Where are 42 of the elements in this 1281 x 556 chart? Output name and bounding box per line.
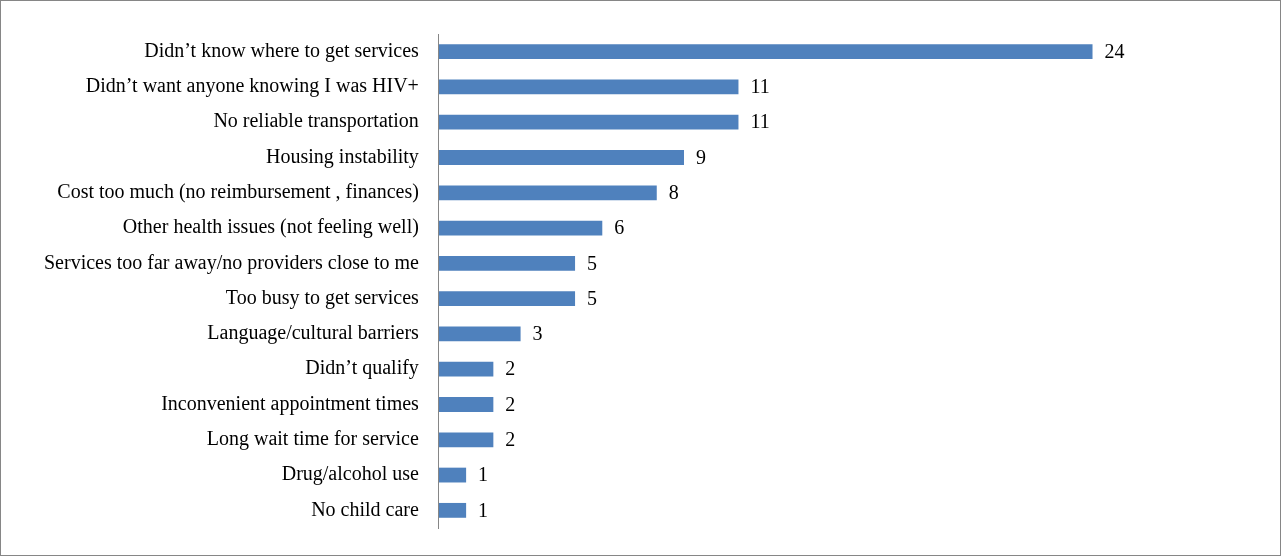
y-tick-label: No reliable transportation — [213, 109, 419, 133]
bar — [438, 44, 1093, 60]
bar — [438, 114, 739, 130]
bar — [438, 220, 603, 236]
data-label: 9 — [696, 145, 706, 168]
data-label: 11 — [750, 110, 770, 133]
bar — [438, 361, 494, 377]
y-tick-label: No child care — [311, 497, 419, 520]
data-label: 2 — [505, 428, 516, 451]
y-tick-label: Cost too much (no reimbursement , finances) — [57, 180, 419, 204]
bar — [438, 502, 467, 518]
data-label: 5 — [587, 251, 598, 274]
y-tick-label: Other health issues (not feeling well) — [122, 215, 419, 239]
data-label: 5 — [587, 286, 598, 309]
bar — [438, 291, 576, 307]
data-label: 1 — [478, 463, 489, 486]
y-tick-label: Services too far away/no providers close to me — [43, 250, 419, 274]
y-tick-label: Drug/alcohol use — [281, 462, 420, 486]
y-tick-label: Didn’t want anyone knowing I was HIV+ — [85, 74, 419, 98]
data-label: 3 — [532, 322, 543, 345]
data-label: 6 — [614, 216, 625, 239]
bar — [438, 432, 494, 448]
bar — [438, 255, 576, 271]
y-tick-label: Language/cultural barriers — [207, 321, 420, 345]
y-tick-label: Inconvenient appointment times — [161, 391, 420, 415]
bar — [438, 467, 467, 483]
y-tick-label: Didn’t know where to get services — [144, 38, 420, 62]
data-label: 1 — [478, 498, 489, 521]
y-tick-label: Didn’t qualify — [305, 356, 419, 380]
data-label: 2 — [505, 392, 516, 415]
y-tick-label: Housing instability — [266, 144, 419, 168]
bar — [438, 79, 739, 95]
data-label: 8 — [668, 181, 679, 204]
bar — [438, 397, 494, 412]
data-label: 24 — [1104, 39, 1125, 62]
data-label: 2 — [505, 357, 516, 380]
data-label: 11 — [750, 75, 770, 98]
y-tick-label: Too busy to get services — [225, 285, 420, 309]
bar — [438, 150, 684, 165]
bar — [438, 185, 657, 201]
bar — [438, 326, 521, 342]
y-tick-label: Long wait time for service — [206, 427, 419, 451]
